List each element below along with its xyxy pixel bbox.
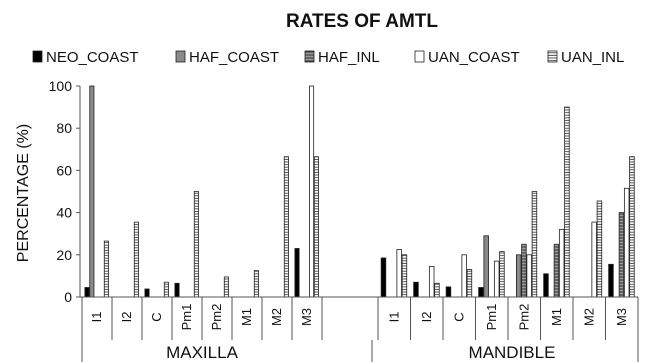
bar-haf-coast — [483, 235, 489, 298]
x-tick-label: M2 — [581, 308, 596, 326]
bar-uan-inl — [163, 281, 169, 298]
bar-neo-coast — [144, 288, 150, 298]
x-tick-label: M2 — [269, 308, 284, 326]
x-tick-label: C — [149, 312, 164, 321]
y-axis: 0 20 40 60 80 100 — [49, 78, 81, 305]
bar-uan-inl — [193, 191, 199, 298]
x-tick-label: Pm1 — [484, 304, 499, 331]
legend-swatch — [547, 50, 558, 63]
bar-neo-coast — [543, 273, 549, 298]
chart-title: RATES OF AMTL — [286, 11, 438, 32]
bar-uan-inl — [401, 254, 408, 298]
bar-uan-inl — [499, 251, 505, 298]
bar-uan-coast — [309, 85, 315, 298]
legend-label: NEO_COAST — [46, 49, 139, 66]
bar-uan-inl — [223, 276, 229, 298]
x-tick-label: M3 — [614, 308, 629, 326]
bar-haf-coast — [89, 85, 95, 298]
bar-uan-coast — [493, 260, 500, 298]
bar-uan-inl — [629, 156, 635, 298]
y-axis-title: PERCENTAGE (%) — [15, 124, 32, 262]
x-axis: I1 I2 C Pm1 Pm2 M1 M2 M3 I1 I2 C Pm1 Pm2 M1 M2 M3 MAXILL… — [80, 296, 639, 362]
legend-swatch — [32, 50, 43, 63]
group-label: MAXILLA — [166, 343, 238, 362]
bar-uan-coast — [591, 221, 597, 298]
bar-neo-coast — [294, 248, 300, 298]
bar-uan-coast — [558, 229, 565, 298]
x-tick-label: C — [451, 312, 466, 321]
bar-neo-coast — [478, 287, 484, 298]
legend-label: HAF_INL — [318, 49, 380, 66]
bar-neo-coast — [445, 286, 452, 298]
legend-swatch — [175, 50, 186, 63]
y-tick-label: 60 — [56, 162, 72, 178]
x-tick-label: Pm2 — [516, 304, 531, 331]
legend-label: UAN_INL — [561, 49, 624, 66]
bar-uan-coast — [461, 254, 467, 298]
bar-uan-inl — [133, 221, 139, 298]
x-tick-label: Pm1 — [179, 304, 194, 331]
bar-uan-inl — [466, 269, 473, 298]
bar-uan-inl — [596, 200, 603, 298]
bar-haf-inl — [618, 212, 625, 298]
bar-haf-inl — [521, 243, 527, 298]
y-tick-label: 100 — [49, 78, 73, 94]
bar-uan-coast — [526, 254, 532, 298]
legend-label: HAF_COAST — [189, 49, 279, 66]
group-label: MANDIBLE — [469, 343, 556, 362]
bar-neo-coast — [413, 281, 419, 298]
bar-uan-coast — [396, 249, 402, 298]
bar-uan-inl — [253, 270, 259, 298]
legend-label: UAN_COAST — [428, 49, 520, 66]
bar-neo-coast — [84, 287, 90, 298]
x-tick-label: I2 — [419, 312, 434, 323]
x-tick-label: I1 — [89, 312, 104, 323]
bar-uan-inl — [313, 156, 319, 298]
bar-uan-coast — [428, 265, 435, 298]
bar-haf-inl — [553, 243, 560, 298]
x-tick-label: M1 — [239, 308, 254, 326]
legend: NEO_COAST HAF_COAST HAF_INL UAN_COAST UAN_IN… — [32, 49, 624, 66]
bar-neo-coast — [380, 257, 387, 298]
x-tick-label: M3 — [299, 308, 314, 326]
legend-swatch — [304, 50, 315, 63]
y-tick-label: 80 — [56, 120, 72, 136]
legend-swatch — [414, 50, 425, 63]
y-tick-label: 20 — [56, 247, 72, 263]
bar-neo-coast — [174, 282, 180, 298]
bar-uan-inl — [564, 106, 570, 298]
x-tick-label: Pm2 — [209, 304, 224, 331]
x-tick-label: I2 — [119, 312, 134, 323]
bar-uan-inl — [434, 282, 440, 298]
bar-haf-coast — [515, 254, 522, 298]
y-tick-label: 40 — [56, 205, 72, 221]
bar-uan-inl — [283, 156, 289, 298]
bar-uan-coast — [623, 187, 630, 298]
bar-neo-coast — [608, 263, 614, 298]
x-tick-label: M1 — [549, 308, 564, 326]
bars — [84, 85, 635, 298]
y-tick-label: 0 — [64, 289, 72, 305]
x-tick-label: I1 — [386, 312, 401, 323]
bar-uan-inl — [531, 191, 538, 298]
bar-uan-inl — [103, 240, 109, 298]
